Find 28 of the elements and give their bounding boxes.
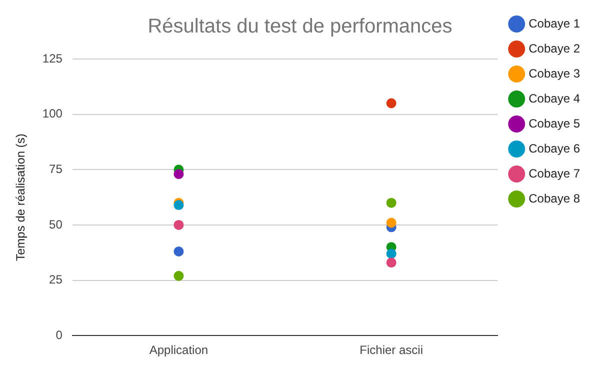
y-tick-label: 25	[49, 272, 63, 287]
point	[174, 200, 184, 210]
point	[174, 220, 184, 230]
y-tick-label: 50	[49, 217, 63, 232]
legend-label: Cobaye 5	[528, 116, 580, 130]
point	[386, 258, 396, 268]
point	[386, 218, 396, 228]
x-tick-label: Application	[149, 343, 208, 358]
point	[386, 248, 396, 259]
point	[174, 246, 184, 257]
legend-label: Cobaye 8	[528, 191, 580, 206]
y-tick-label: 0	[56, 328, 63, 342]
x-tick-label: Fichier ascii	[360, 343, 424, 358]
legend-label: Cobaye 1	[528, 16, 580, 30]
legend-label: Cobaye 4	[528, 91, 580, 106]
legend-label: Cobaye 7	[528, 166, 580, 180]
y-tick-label: 125	[42, 51, 63, 66]
legend-label: Cobaye 2	[528, 41, 580, 56]
y-tick-label: 100	[42, 106, 63, 121]
point	[386, 198, 396, 208]
y-tick-label: 75	[49, 162, 63, 176]
legend-label: Cobaye 3	[528, 66, 580, 80]
point	[386, 98, 396, 108]
point	[174, 270, 184, 281]
y-axis-title: Temps de réalisation (s)	[14, 134, 28, 261]
legend-label: Cobaye 6	[528, 141, 580, 156]
chart-title: Résultats du test de performances	[148, 16, 452, 38]
point	[174, 169, 184, 180]
